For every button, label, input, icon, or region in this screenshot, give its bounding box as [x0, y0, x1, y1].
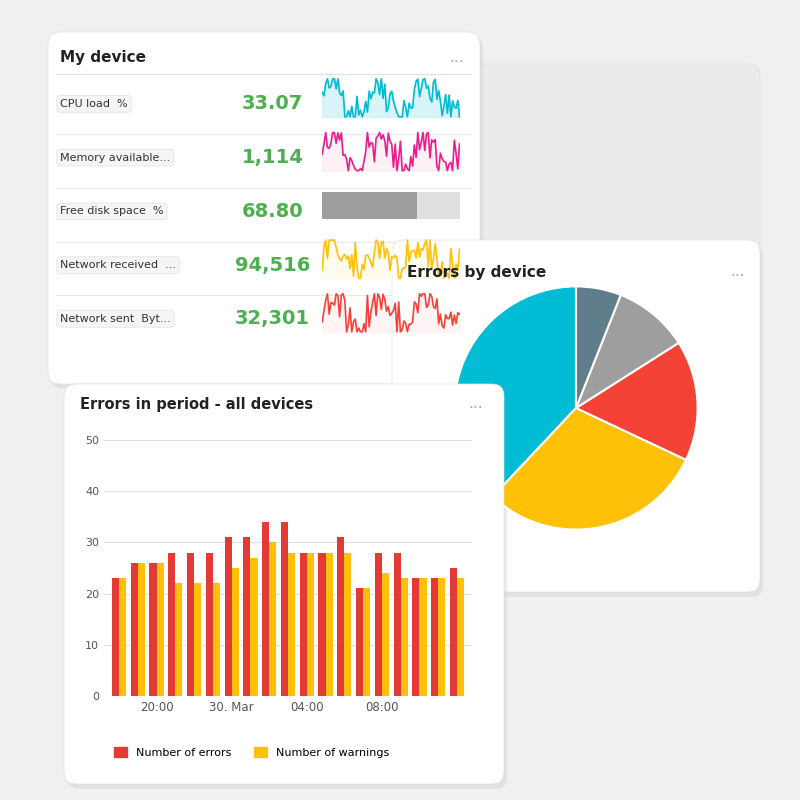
- Text: Memory available...: Memory available...: [60, 153, 170, 162]
- Wedge shape: [493, 408, 686, 530]
- Bar: [344, 553, 351, 696]
- Text: 33.07: 33.07: [242, 94, 303, 114]
- Bar: [457, 578, 464, 696]
- Bar: [356, 589, 363, 696]
- Bar: [382, 573, 389, 696]
- Bar: [157, 563, 164, 696]
- Bar: [412, 578, 419, 696]
- Bar: [322, 192, 417, 219]
- Bar: [394, 553, 401, 696]
- Wedge shape: [454, 286, 576, 497]
- Text: Network received  ...: Network received ...: [60, 260, 176, 270]
- Bar: [130, 563, 138, 696]
- Bar: [213, 583, 220, 696]
- Legend: Number of errors, Number of warnings: Number of errors, Number of warnings: [110, 742, 394, 762]
- Text: Errors by device: Errors by device: [406, 265, 546, 279]
- Bar: [438, 578, 446, 696]
- Bar: [363, 589, 370, 696]
- Bar: [318, 553, 326, 696]
- Bar: [194, 583, 202, 696]
- Text: My device: My device: [60, 50, 146, 65]
- Bar: [419, 578, 426, 696]
- Bar: [250, 558, 258, 696]
- Text: Free disk space  %: Free disk space %: [60, 206, 164, 216]
- Text: ...: ...: [449, 50, 464, 65]
- Bar: [326, 553, 333, 696]
- Bar: [225, 538, 232, 696]
- Text: 68.80: 68.80: [242, 202, 303, 221]
- Wedge shape: [576, 343, 698, 460]
- Text: Network sent  Byt...: Network sent Byt...: [60, 314, 171, 324]
- Bar: [431, 578, 438, 696]
- Bar: [401, 578, 408, 696]
- Text: ...: ...: [469, 397, 483, 411]
- Bar: [337, 538, 344, 696]
- Bar: [168, 553, 175, 696]
- Bar: [138, 563, 145, 696]
- Bar: [232, 568, 239, 696]
- Bar: [306, 553, 314, 696]
- Bar: [270, 542, 276, 696]
- Bar: [262, 522, 270, 696]
- Bar: [300, 553, 306, 696]
- Text: CPU load  %: CPU load %: [60, 99, 128, 109]
- Wedge shape: [576, 295, 678, 408]
- Bar: [187, 553, 194, 696]
- Text: 32,301: 32,301: [235, 310, 310, 328]
- Bar: [281, 522, 288, 696]
- Text: 94,516: 94,516: [234, 256, 310, 274]
- Bar: [417, 192, 554, 219]
- Bar: [119, 578, 126, 696]
- Text: 1,114: 1,114: [242, 148, 303, 167]
- Bar: [450, 568, 457, 696]
- Text: Errors in period - all devices: Errors in period - all devices: [81, 397, 314, 411]
- Bar: [288, 553, 295, 696]
- Bar: [150, 563, 157, 696]
- Wedge shape: [576, 286, 621, 408]
- Bar: [374, 553, 382, 696]
- Bar: [206, 553, 213, 696]
- Bar: [243, 538, 250, 696]
- Text: ...: ...: [730, 265, 746, 279]
- Bar: [112, 578, 119, 696]
- Bar: [175, 583, 182, 696]
